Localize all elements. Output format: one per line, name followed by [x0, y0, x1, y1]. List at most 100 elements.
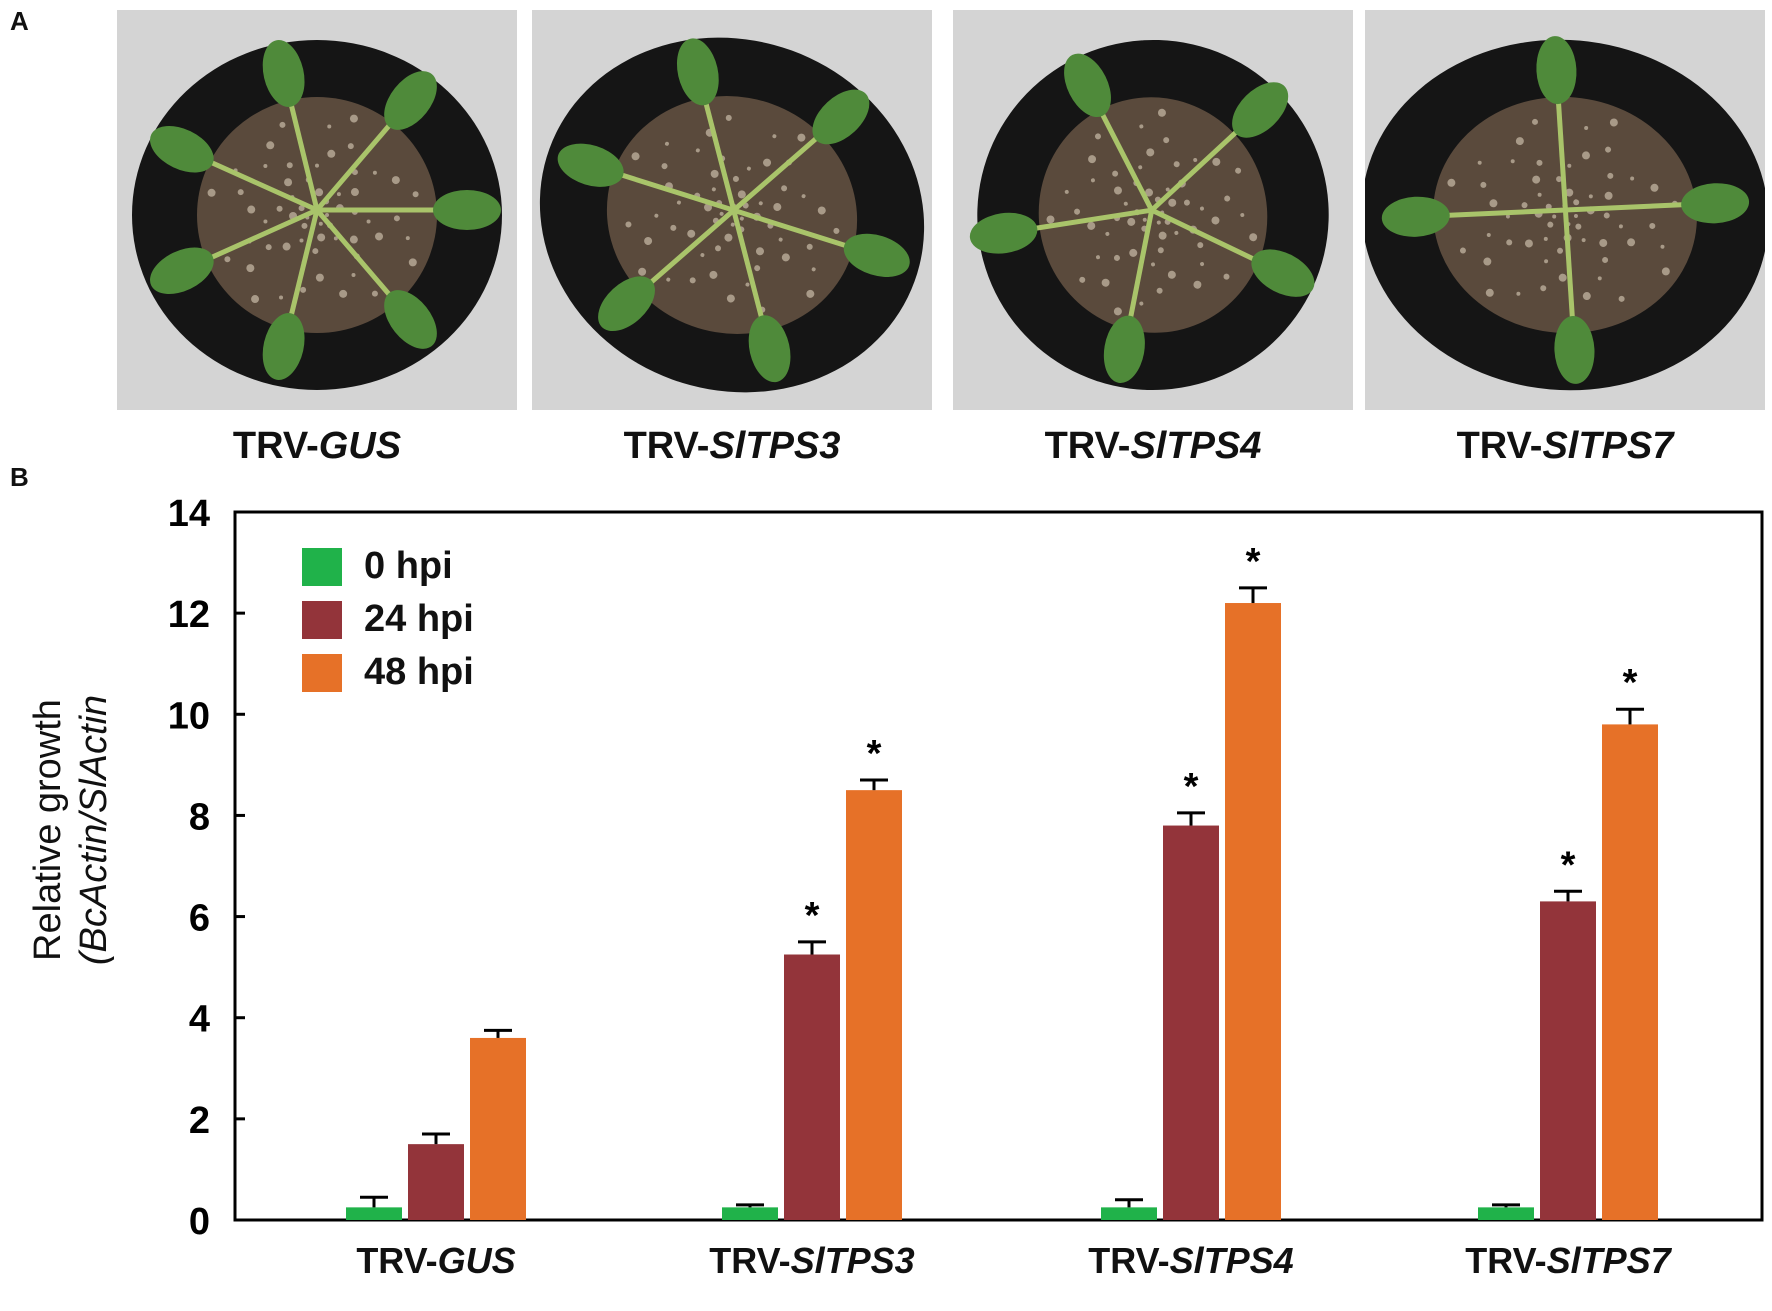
legend-item-0hpi: 0 hpi — [302, 540, 474, 593]
soil-speck — [1168, 198, 1177, 207]
soil-speck — [1224, 195, 1231, 202]
y-tick-label: 0 — [189, 1201, 210, 1240]
soil-speck — [689, 277, 696, 284]
soil-speck — [1557, 247, 1564, 254]
plant-leaf — [676, 38, 719, 106]
plant-leaf — [1064, 53, 1111, 118]
soil-speck — [1127, 217, 1136, 226]
soil-speck — [1540, 285, 1547, 292]
photo-label-sltps7: TRV-SlTPS7 — [1456, 425, 1674, 467]
soil-speck — [739, 216, 744, 221]
soil-speck — [709, 270, 718, 279]
plant-leaf — [262, 40, 305, 107]
soil-speck — [1573, 199, 1580, 206]
plant-photo-sltps7 — [1365, 10, 1765, 410]
soil-speck — [1537, 192, 1542, 197]
photo-graphic-sltps7 — [1365, 10, 1765, 410]
soil-speck — [700, 253, 705, 258]
soil-speck — [1249, 233, 1258, 242]
soil-speck — [1046, 215, 1055, 224]
soil-speck — [1660, 244, 1665, 249]
soil-speck — [801, 194, 806, 199]
soil-speck — [1599, 238, 1608, 247]
soil-speck — [284, 178, 293, 187]
soil-speck — [833, 227, 840, 234]
soil-speck — [1505, 214, 1510, 219]
soil-speck — [1129, 248, 1138, 257]
legend-swatch-0hpi — [302, 547, 342, 586]
soil-speck — [817, 206, 826, 215]
soil-speck — [1515, 137, 1524, 146]
soil-speck — [1536, 159, 1543, 166]
soil-speck — [806, 289, 815, 298]
soil-speck — [279, 295, 284, 300]
soil-speck — [1582, 292, 1591, 301]
bar-48hpi-cat1 — [846, 790, 902, 1220]
soil-speck — [333, 236, 338, 241]
soil-speck — [1156, 220, 1161, 225]
soil-speck — [351, 273, 356, 278]
legend-label-0hpi: 0 hpi — [364, 545, 453, 587]
soil-speck — [237, 189, 244, 196]
plant-leaf — [150, 125, 214, 173]
soil-speck — [695, 148, 700, 153]
plant-leaf — [1251, 249, 1315, 297]
significance-star: * — [867, 733, 882, 775]
soil-speck — [1079, 276, 1086, 283]
plant-leaf — [598, 276, 655, 332]
soil-speck — [1661, 267, 1670, 276]
plant-photo-sltps3 — [532, 10, 932, 410]
soil-speck — [670, 224, 677, 231]
soil-speck — [1483, 257, 1492, 266]
plant-leaf — [1681, 183, 1750, 224]
y-tick-label: 6 — [189, 898, 210, 940]
soil-speck — [1146, 148, 1155, 157]
soil-speck — [1123, 201, 1128, 206]
soil-speck — [1101, 278, 1110, 287]
soil-speck — [1139, 124, 1144, 129]
soil-speck — [726, 294, 735, 303]
plant-photo-sltps4 — [953, 10, 1353, 410]
bar-0hpi-cat2 — [1101, 1207, 1157, 1220]
pot-group — [132, 40, 502, 390]
y-tick-label: 12 — [168, 594, 210, 636]
significance-star: * — [1561, 844, 1576, 886]
panel-b-letter: B — [10, 462, 29, 492]
soil-speck — [1094, 133, 1101, 140]
soil-speck — [781, 253, 790, 262]
soil-speck — [266, 141, 275, 150]
soil-speck — [1235, 167, 1242, 174]
soil-speck — [1163, 137, 1170, 144]
soil-speck — [1199, 206, 1204, 211]
soil-speck — [1558, 273, 1567, 282]
soil-speck — [1156, 287, 1163, 294]
soil-speck — [318, 221, 323, 226]
soil-speck — [1521, 202, 1528, 209]
soil-speck — [719, 211, 724, 216]
plant-leaf — [1103, 315, 1145, 383]
y-tick-label: 8 — [189, 796, 210, 838]
plant-leaf — [384, 71, 437, 130]
soil-speck — [1532, 175, 1541, 184]
soil-speck — [710, 169, 719, 178]
soil-speck — [1105, 231, 1110, 236]
soil-speck — [393, 215, 400, 222]
plant-leaf — [433, 190, 501, 230]
legend-item-48hpi: 48 hpi — [302, 646, 474, 699]
soil-speck — [1087, 221, 1096, 230]
soil-speck — [1485, 288, 1494, 297]
significance-star: * — [1246, 541, 1261, 583]
soil-speck — [676, 200, 681, 205]
soil-speck — [371, 290, 378, 297]
soil-speck — [1157, 108, 1166, 117]
plant-leaf — [1554, 315, 1595, 384]
soil-speck — [666, 277, 671, 282]
soil-speck — [1193, 280, 1202, 289]
legend-label-24hpi: 24 hpi — [364, 598, 474, 640]
soil-speck — [1112, 170, 1119, 177]
soil-speck — [347, 143, 354, 150]
soil-speck — [773, 203, 782, 212]
soil-speck — [1575, 223, 1582, 230]
soil-speck — [661, 163, 668, 170]
soil-speck — [732, 175, 739, 182]
